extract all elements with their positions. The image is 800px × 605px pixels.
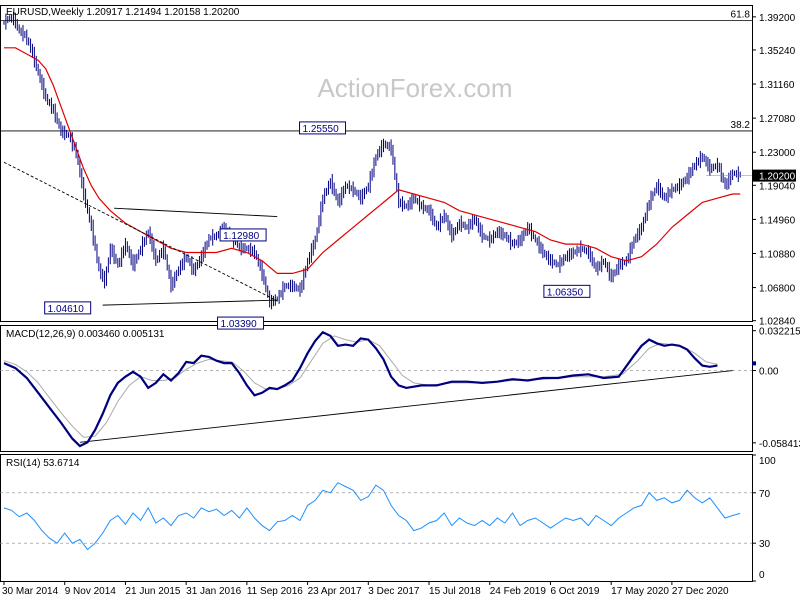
callout-box	[44, 301, 92, 315]
sma-line	[4, 47, 741, 274]
macd-tick-label: -0.058413	[759, 439, 800, 450]
macd-tick-label: 0.00	[759, 367, 779, 378]
macd-current-marker	[752, 361, 756, 366]
callout-label: 1.03390	[221, 319, 258, 330]
macd-panel-label: MACD(12,26,9) 0.003460 0.005131	[6, 329, 165, 340]
rsi-tick-label: 100	[759, 456, 776, 467]
rsi-tick-label: 70	[759, 489, 771, 500]
callout-1-03390: 1.03390	[217, 316, 265, 330]
callout-box	[217, 316, 265, 330]
macd-panel-frame	[0, 325, 753, 452]
grid-layer	[0, 370, 752, 544]
macd-trendline	[79, 370, 733, 443]
rsi-tick-label: 0	[759, 570, 765, 581]
dashed-trendline	[3, 161, 278, 302]
macd-main-line	[3, 330, 718, 448]
macd-tick-label: 0.032215	[759, 327, 800, 338]
price-tick-label: 1.27080	[759, 114, 796, 125]
x-tick-label: 21 Jun 2015	[125, 586, 180, 597]
x-tick-label: 23 Apr 2017	[308, 586, 362, 597]
rsi-panel-label: RSI(14) 53.6714	[6, 458, 80, 469]
price-tick-label: 1.19040	[759, 181, 796, 192]
rsi-series-layer	[3, 482, 741, 551]
price-tick-label: 1.23000	[759, 148, 796, 159]
callouts-layer: 1.25550 1.04610 1.12980 1.03390 1.06350	[44, 121, 591, 330]
weekly-bars	[3, 11, 741, 310]
fib-label: 61.8	[731, 10, 751, 21]
fib-label: 38.2	[731, 120, 751, 131]
rsi-line	[3, 482, 741, 551]
price-tick-label: 1.31160	[759, 80, 795, 91]
x-tick-label: 27 Dec 2020	[672, 586, 729, 597]
triangle-trendline	[114, 207, 278, 218]
callout-box	[543, 284, 591, 298]
price-tick-label: 1.10880	[759, 249, 796, 260]
callout-box	[299, 121, 347, 135]
rsi-panel-frame	[0, 454, 753, 582]
callout-box	[219, 228, 267, 242]
macd-series-layer	[3, 330, 733, 448]
callout-1-25550: 1.25550	[299, 121, 347, 135]
callout-label: 1.12980	[223, 231, 260, 242]
price-tick-label: 1.39200	[759, 13, 796, 24]
callout-1-06350: 1.06350	[543, 284, 591, 298]
x-tick-label: 3 Dec 2017	[368, 586, 420, 597]
x-tick-label: 24 Feb 2019	[490, 586, 547, 597]
callout-label: 1.04610	[48, 304, 85, 315]
x-tick-label: 9 Nov 2014	[65, 586, 117, 597]
price-tick-label: 1.35240	[759, 46, 796, 57]
current-price-tag-label: 1.20200	[759, 172, 796, 183]
watermark-layer: ActionForex.com	[317, 73, 512, 103]
x-tick-label: 17 May 2020	[611, 586, 669, 597]
chart-title: EURUSD,Weekly 1.20917 1.21494 1.20158 1.…	[6, 7, 240, 18]
callout-label: 1.06350	[547, 287, 584, 298]
price-tick-label: 1.06800	[759, 284, 796, 295]
current-price-tag	[752, 169, 796, 182]
price-series-layer: 61.8 38.2	[0, 10, 752, 310]
callout-label: 1.25550	[303, 124, 340, 135]
price-tick-label: 1.14960	[759, 215, 796, 226]
x-tick-label: 31 Jan 2016	[186, 586, 241, 597]
price-panel-frame	[0, 5, 753, 322]
x-tick-label: 6 Oct 2019	[550, 586, 599, 597]
callout-1-04610: 1.04610	[44, 301, 92, 315]
x-tick-label: 15 Jul 2018	[429, 586, 481, 597]
x-tick-label: 11 Sep 2016	[247, 586, 303, 597]
x-tick-label: 30 Mar 2014	[2, 586, 59, 597]
callout-1-12980: 1.12980	[219, 228, 267, 242]
triangle-trendline	[102, 299, 278, 306]
rsi-tick-label: 30	[759, 539, 771, 550]
axes-layer: 1.39200 1.35240 1.31160 1.27080 1.23000 1.190…	[2, 13, 800, 597]
watermark-text: ActionForex.com	[317, 73, 512, 103]
price-tick-label: 1.02840	[759, 317, 796, 328]
macd-signal-line	[3, 335, 718, 438]
